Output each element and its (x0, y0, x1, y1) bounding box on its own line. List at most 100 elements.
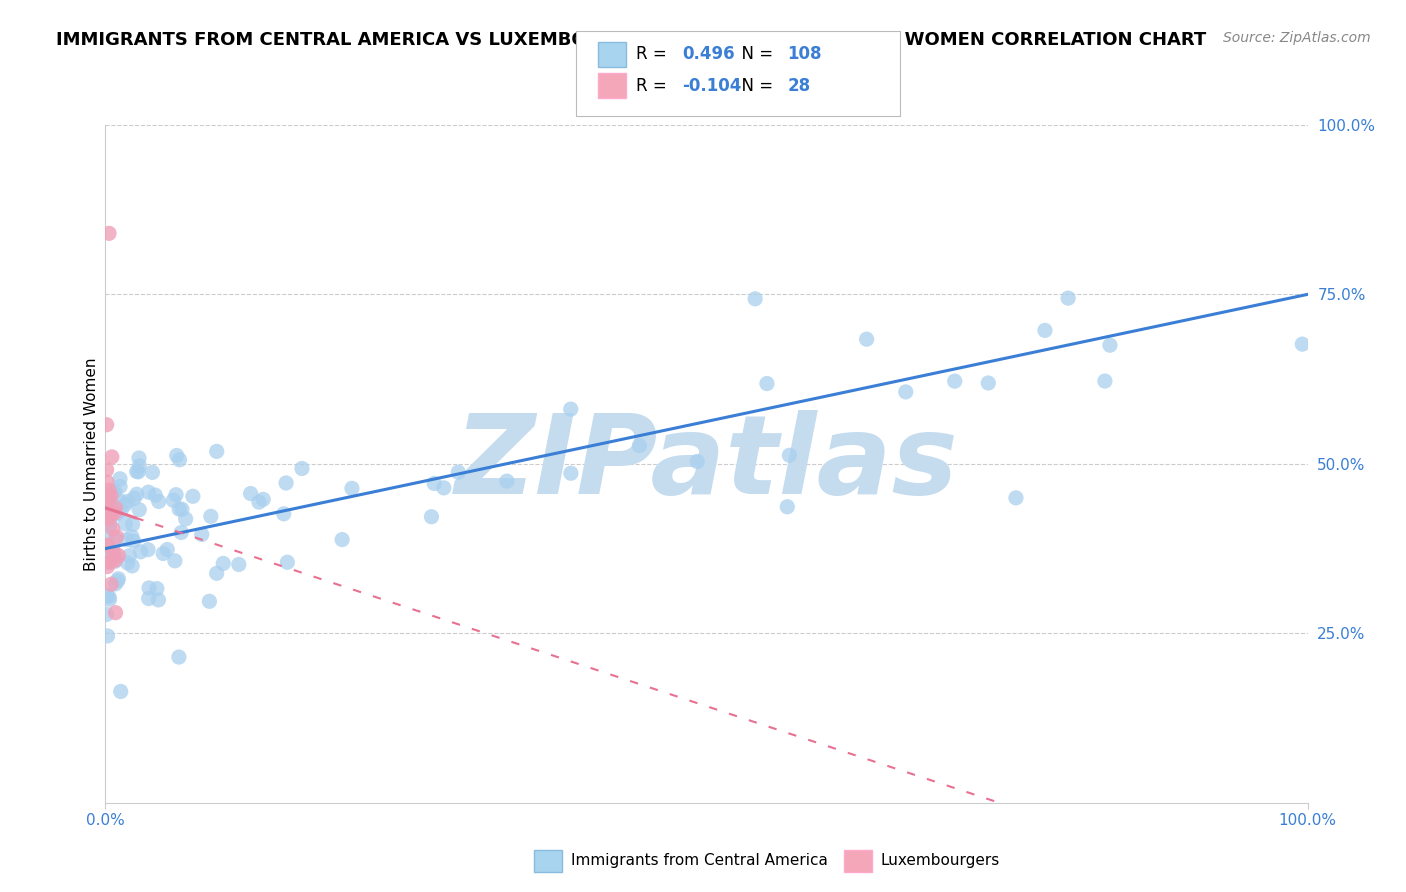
Point (103, 506, 125, 520)
Point (98, 592, 121, 607)
Point (1057, 291, 1080, 305)
Point (96, 559, 118, 574)
Point (96, 463, 118, 477)
Point (239, 486, 262, 500)
Point (104, 500, 127, 515)
Point (101, 484, 124, 499)
Point (108, 472, 131, 486)
Point (1094, 374, 1116, 388)
Point (420, 509, 443, 524)
Text: Luxembourgers: Luxembourgers (880, 854, 1000, 868)
Point (98, 556, 121, 570)
Point (170, 525, 193, 540)
Point (423, 476, 446, 491)
Point (744, 292, 766, 306)
Point (110, 684, 132, 698)
Point (776, 500, 799, 514)
Point (96, 589, 118, 603)
Point (110, 494, 132, 508)
Point (100, 489, 122, 503)
Point (200, 509, 222, 524)
Text: ZIPatlas: ZIPatlas (454, 410, 959, 517)
Point (191, 527, 214, 541)
Point (118, 549, 141, 563)
Point (104, 500, 127, 514)
Point (97, 489, 120, 503)
Point (163, 554, 186, 568)
Point (122, 534, 145, 549)
Point (96, 508, 118, 523)
Point (152, 547, 174, 561)
Point (143, 488, 166, 502)
Point (496, 474, 519, 488)
Point (276, 555, 298, 569)
Y-axis label: Births to Unmarried Women: Births to Unmarried Women (83, 357, 98, 571)
Point (212, 557, 235, 571)
Point (894, 384, 917, 399)
Text: 108: 108 (787, 45, 823, 63)
Point (138, 485, 160, 500)
Point (855, 332, 877, 346)
Text: IMMIGRANTS FROM CENTRAL AMERICA VS LUXEMBOURGER BIRTHS TO UNMARRIED WOMEN CORREL: IMMIGRANTS FROM CENTRAL AMERICA VS LUXEM… (56, 31, 1206, 49)
Text: 0.496: 0.496 (682, 45, 734, 63)
Point (146, 582, 169, 596)
Point (117, 494, 139, 508)
Point (107, 572, 129, 586)
Point (105, 507, 128, 521)
Point (125, 487, 148, 501)
Text: Source: ZipAtlas.com: Source: ZipAtlas.com (1223, 31, 1371, 45)
Point (100, 577, 122, 591)
Point (101, 545, 124, 559)
Point (121, 530, 143, 544)
Point (96, 538, 118, 552)
Point (166, 449, 188, 463)
Point (97, 492, 120, 507)
Point (1033, 323, 1056, 337)
Point (136, 542, 159, 557)
Point (98, 518, 121, 533)
Point (103, 545, 125, 559)
Point (778, 448, 800, 462)
Text: Immigrants from Central America: Immigrants from Central America (571, 854, 828, 868)
Point (114, 516, 136, 531)
Point (205, 444, 228, 458)
Point (117, 556, 139, 570)
Point (115, 533, 138, 547)
Point (97, 549, 120, 563)
Point (560, 402, 582, 417)
Point (129, 545, 152, 559)
Point (167, 650, 190, 665)
Point (101, 546, 124, 560)
Point (104, 577, 127, 591)
Point (128, 450, 150, 465)
Point (1098, 338, 1121, 352)
Point (108, 479, 131, 493)
Point (97, 540, 120, 554)
Text: 28: 28 (787, 77, 810, 95)
Text: R =: R = (636, 77, 672, 95)
Point (121, 558, 143, 573)
Point (121, 517, 143, 532)
Point (105, 530, 128, 544)
Point (165, 488, 187, 502)
Point (330, 533, 353, 547)
Point (96, 417, 118, 432)
Point (98, 483, 121, 497)
Point (291, 461, 314, 475)
Point (156, 542, 179, 557)
Point (104, 532, 127, 546)
Text: -0.104: -0.104 (682, 77, 741, 95)
Point (755, 376, 778, 391)
Text: N =: N = (731, 45, 779, 63)
Point (97, 590, 120, 604)
Point (560, 467, 582, 481)
Text: R =: R = (636, 45, 672, 63)
Point (104, 606, 127, 620)
Point (141, 466, 163, 480)
Point (447, 465, 470, 479)
Point (162, 493, 184, 508)
Point (98, 510, 121, 524)
Point (96, 515, 118, 529)
Point (273, 507, 295, 521)
Point (170, 502, 193, 516)
